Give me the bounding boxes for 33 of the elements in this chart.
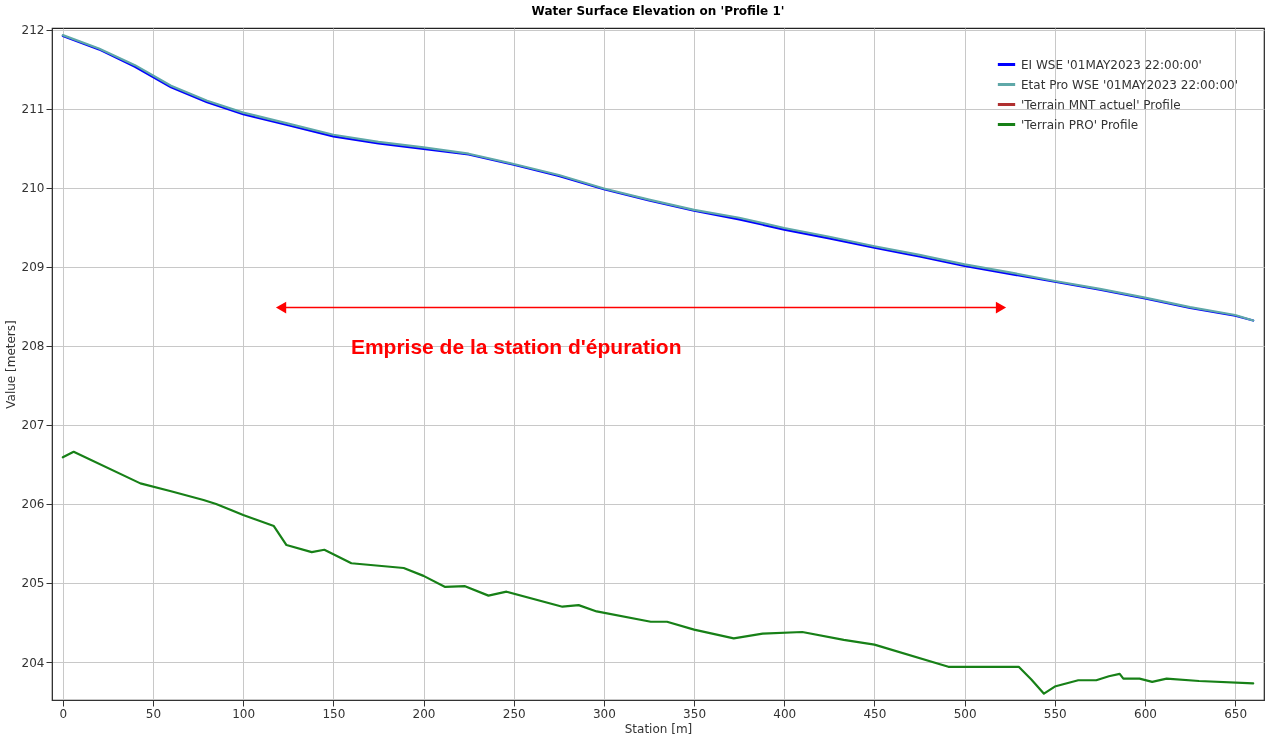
x-tick-label: 100 xyxy=(232,706,256,721)
x-tick-label: 50 xyxy=(145,706,162,721)
x-axis-title: Station [m] xyxy=(624,721,693,736)
x-tick-label: 150 xyxy=(322,706,346,721)
chart-title: Water Surface Elevation on 'Profile 1' xyxy=(531,3,785,18)
x-tick-label: 500 xyxy=(953,706,977,721)
y-tick-label: 208 xyxy=(21,339,45,354)
legend-label: 'Terrain MNT actuel' Profile xyxy=(1021,97,1181,112)
x-tick-label: 450 xyxy=(863,706,887,721)
x-tick-label: 600 xyxy=(1134,706,1157,721)
legend-label: EI WSE '01MAY2023 22:00:00' xyxy=(1021,57,1202,72)
y-tick-label: 207 xyxy=(21,418,45,433)
y-tick-label: 211 xyxy=(21,102,45,117)
annotation: Emprise de la station d'épuration xyxy=(350,334,682,358)
x-tick-label: 650 xyxy=(1224,706,1248,721)
y-tick-label: 212 xyxy=(21,23,45,38)
legend-label: 'Terrain PRO' Profile xyxy=(1021,117,1139,132)
x-tick-label: 0 xyxy=(59,706,68,721)
y-tick-label: 206 xyxy=(21,497,45,512)
y-axis-title: Value [meters] xyxy=(3,320,18,409)
x-tick-label: 300 xyxy=(592,706,616,721)
x-tick-label: 550 xyxy=(1043,706,1067,721)
legend-label: Etat Pro WSE '01MAY2023 22:00:00' xyxy=(1021,77,1238,92)
x-tick-label: 200 xyxy=(412,706,436,721)
line-series xyxy=(61,450,1255,695)
x-tick-label: 250 xyxy=(502,706,526,721)
y-tick-label: 210 xyxy=(21,181,45,196)
y-tick-label: 205 xyxy=(21,576,45,591)
x-tick-label: 350 xyxy=(683,706,707,721)
x-tick-label: 400 xyxy=(773,706,797,721)
line-series xyxy=(61,34,1255,322)
y-tick-label: 209 xyxy=(21,260,45,275)
y-tick-label: 204 xyxy=(21,655,45,670)
